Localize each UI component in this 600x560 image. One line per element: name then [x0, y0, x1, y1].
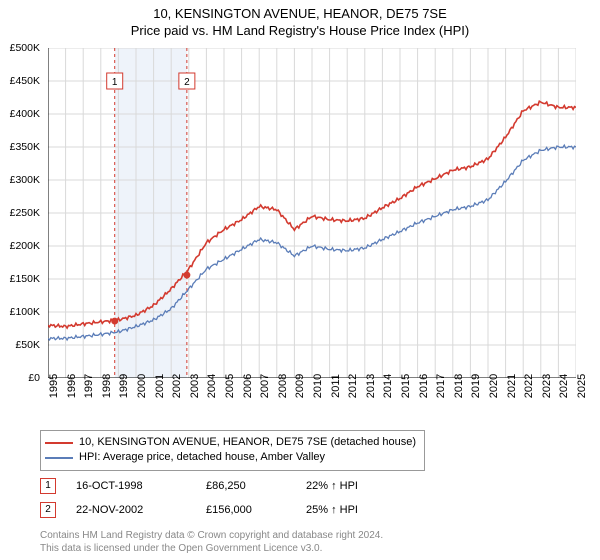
- x-axis: 1995199619971998199920002001200220032004…: [48, 382, 576, 426]
- transaction-price-1: £86,250: [206, 480, 306, 492]
- x-tick-label: 2014: [382, 374, 394, 398]
- transaction-delta-2: 25% ↑ HPI: [306, 504, 358, 516]
- transaction-row-2: 2 22-NOV-2002 £156,000 25% ↑ HPI: [40, 502, 358, 518]
- transaction-delta-1: 22% ↑ HPI: [306, 480, 358, 492]
- y-tick-label: £200K: [10, 240, 40, 252]
- x-tick-label: 1997: [83, 374, 95, 398]
- x-tick-label: 2021: [506, 374, 518, 398]
- x-tick-label: 2011: [330, 374, 342, 398]
- x-tick-label: 2017: [435, 374, 447, 398]
- footer-line1: Contains HM Land Registry data © Crown c…: [40, 530, 383, 543]
- x-tick-label: 2018: [453, 374, 465, 398]
- y-tick-label: £450K: [10, 75, 40, 87]
- x-tick-label: 2003: [189, 374, 201, 398]
- x-tick-label: 2004: [206, 374, 218, 398]
- footer-line2: This data is licensed under the Open Gov…: [40, 543, 383, 556]
- y-tick-label: £100K: [10, 306, 40, 318]
- legend: 10, KENSINGTON AVENUE, HEANOR, DE75 7SE …: [40, 430, 425, 471]
- x-tick-label: 2020: [488, 374, 500, 398]
- price-chart: 12: [48, 48, 576, 378]
- x-tick-label: 2025: [576, 374, 588, 398]
- x-tick-label: 2012: [347, 374, 359, 398]
- chart-title-line2: Price paid vs. HM Land Registry's House …: [0, 23, 600, 40]
- y-tick-label: £150K: [10, 273, 40, 285]
- x-tick-label: 1998: [101, 374, 113, 398]
- transaction-marker-2: 2: [40, 502, 56, 518]
- y-tick-label: £300K: [10, 174, 40, 186]
- x-tick-label: 2015: [400, 374, 412, 398]
- x-tick-label: 2022: [523, 374, 535, 398]
- x-tick-label: 2002: [171, 374, 183, 398]
- y-axis: £0£50K£100K£150K£200K£250K£300K£350K£400…: [0, 48, 44, 378]
- footer-attribution: Contains HM Land Registry data © Crown c…: [40, 530, 383, 555]
- y-tick-label: £0: [28, 372, 40, 384]
- x-tick-label: 1999: [118, 374, 130, 398]
- svg-text:1: 1: [112, 77, 118, 88]
- x-tick-label: 2001: [154, 374, 166, 398]
- transaction-price-2: £156,000: [206, 504, 306, 516]
- transaction-date-2: 22-NOV-2002: [76, 504, 206, 516]
- x-tick-label: 2016: [418, 374, 430, 398]
- legend-swatch-series2: [45, 457, 73, 459]
- x-tick-label: 2019: [470, 374, 482, 398]
- transaction-marker-1: 1: [40, 478, 56, 494]
- x-tick-label: 2005: [224, 374, 236, 398]
- x-tick-label: 2007: [259, 374, 271, 398]
- legend-swatch-series1: [45, 442, 73, 444]
- transaction-date-1: 16-OCT-1998: [76, 480, 206, 492]
- transaction-row-1: 1 16-OCT-1998 £86,250 22% ↑ HPI: [40, 478, 358, 494]
- x-tick-label: 2024: [558, 374, 570, 398]
- x-tick-label: 2013: [365, 374, 377, 398]
- y-tick-label: £500K: [10, 42, 40, 54]
- x-tick-label: 1996: [66, 374, 78, 398]
- legend-label-series2: HPI: Average price, detached house, Ambe…: [79, 450, 325, 465]
- legend-label-series1: 10, KENSINGTON AVENUE, HEANOR, DE75 7SE …: [79, 435, 416, 450]
- y-tick-label: £50K: [15, 339, 40, 351]
- y-tick-label: £400K: [10, 108, 40, 120]
- x-tick-label: 2010: [312, 374, 324, 398]
- y-tick-label: £350K: [10, 141, 40, 153]
- svg-text:2: 2: [184, 77, 190, 88]
- x-tick-label: 2006: [242, 374, 254, 398]
- x-tick-label: 2009: [294, 374, 306, 398]
- x-tick-label: 2008: [277, 374, 289, 398]
- chart-title-line1: 10, KENSINGTON AVENUE, HEANOR, DE75 7SE: [0, 6, 600, 23]
- y-tick-label: £250K: [10, 207, 40, 219]
- x-tick-label: 2000: [136, 374, 148, 398]
- x-tick-label: 2023: [541, 374, 553, 398]
- x-tick-label: 1995: [48, 374, 60, 398]
